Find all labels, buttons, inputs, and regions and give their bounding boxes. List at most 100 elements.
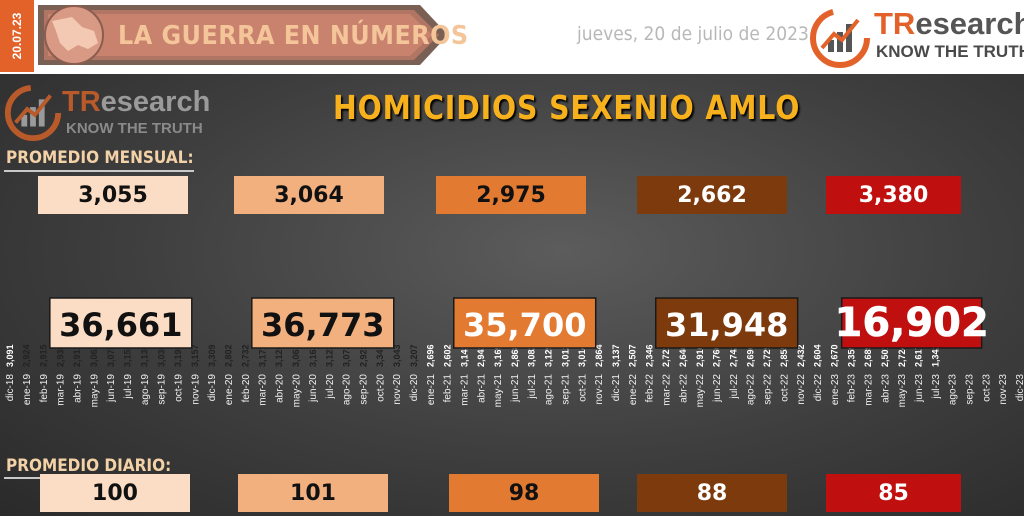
tick-nov-21: nov-21 [594, 374, 605, 405]
tick-dic-19: dic-19 [207, 374, 218, 402]
bar-value-nov-20: 3,043 [392, 344, 402, 367]
year-total-2021: 35,700 [453, 297, 597, 349]
bar-value-feb-21: 2,602 [442, 344, 452, 367]
tick-may-23: may-23 [897, 374, 908, 408]
header-strip: 20.07.23 LA GUERRA EN NÚMEROS jueves, 20… [0, 0, 1024, 72]
year-total-value-2023: 16,902 [834, 300, 988, 346]
panel-logo-tr: TR [62, 86, 101, 118]
monthly-average-2022: 2,662 [637, 176, 787, 214]
monthly-average-label: PROMEDIO MENSUAL: [6, 148, 194, 168]
bar-value-dic-19: 3,309 [207, 344, 217, 367]
bar-value-ene-19: 2,924 [22, 344, 32, 367]
bar-value-dic-22: 2,604 [813, 344, 823, 367]
tick-mar-20: mar-20 [258, 374, 269, 406]
tick-mar-21: mar-21 [460, 374, 471, 406]
bar-value-nov-21: 2,864 [594, 344, 604, 367]
logo-tagline: KNOW THE TRUTH [876, 42, 1024, 61]
tick-ago-21: ago-21 [544, 374, 555, 406]
bar-value-ago-22: 2,690 [745, 344, 755, 367]
tick-ago-19: ago-19 [140, 374, 151, 406]
bar-value-abr-23: 2,501 [880, 344, 890, 367]
monthly-average-2021: 2,975 [436, 176, 586, 214]
tick-jun-21: jun-21 [510, 374, 521, 403]
tick-may-21: may-21 [493, 374, 504, 408]
year-total-value-2019: 36,661 [59, 306, 182, 344]
tick-may-20: may-20 [291, 374, 302, 408]
bar-value-jun-23: 2,617 [914, 344, 924, 367]
bar-value-jul-20: 3,123 [325, 344, 335, 367]
banner-title: LA GUERRA EN NÚMEROS [118, 21, 469, 51]
tick-abr-20: abr-20 [274, 374, 285, 403]
bar-value-feb-23: 2,359 [846, 344, 856, 367]
bar-value-feb-19: 2,915 [39, 344, 49, 367]
tresearch-logo-icon [810, 8, 870, 68]
panel-logo-icon [4, 84, 62, 142]
tick-jul-19: jul-19 [123, 374, 134, 400]
daily-average-label: PROMEDIO DIARIO: [6, 456, 172, 476]
bar-value-sep-21: 3,012 [560, 344, 570, 367]
bar-value-jul-19: 3,155 [123, 344, 133, 367]
tick-nov-22: nov-22 [796, 374, 807, 405]
bar-value-dic-21: 3,137 [611, 344, 621, 367]
tick-abr-21: abr-21 [476, 374, 487, 403]
bar-value-ene-22: 2,507 [628, 344, 638, 367]
bar-value-ene-20: 2,802 [224, 344, 234, 367]
year-total-value-2021: 35,700 [463, 306, 586, 344]
tick-abr-23: abr-23 [880, 374, 891, 403]
year-total-2023: 16,902 [834, 297, 989, 349]
tick-abr-22: abr-22 [678, 374, 689, 403]
title-banner [38, 5, 448, 65]
tick-dic-21: dic-21 [611, 374, 622, 402]
monthly-average-2019: 3,055 [38, 176, 188, 214]
tick-ago-23: ago-23 [948, 374, 959, 406]
bar-value-abr-20: 3,126 [274, 344, 284, 367]
tick-feb-22: feb-22 [645, 374, 656, 403]
tick-feb-20: feb-20 [241, 374, 252, 403]
tick-sep-22: sep-22 [762, 374, 773, 405]
tick-dic-18: dic-18 [5, 374, 16, 402]
tick-jul-21: jul-21 [527, 374, 538, 400]
tresearch-logo: TResearch KNOW THE TRUTH [808, 4, 1024, 68]
tick-ene-19: ene-19 [22, 374, 33, 406]
main-panel: TResearch KNOW THE TRUTH HOMICIDIOS SEXE… [0, 74, 1024, 516]
tick-dic-22: dic-22 [813, 374, 824, 402]
tick-ago-20: ago-20 [342, 374, 353, 406]
tick-feb-23: feb-23 [847, 374, 858, 403]
panel-logo-rest: esearch [100, 86, 211, 118]
bar-value-sep-20: 2,923 [358, 344, 368, 367]
daily-average-2023: 85 [826, 474, 961, 512]
bar-value-nov-22: 2,432 [796, 344, 806, 367]
bar-value-jun-20: 3,163 [308, 344, 318, 367]
bar-value-jun-21: 2,868 [510, 344, 520, 367]
tick-jul-23: jul-23 [931, 374, 942, 400]
bar-value-nov-19: 3,157 [190, 344, 200, 367]
tick-jul-20: jul-20 [325, 374, 336, 400]
chart-title: HOMICIDIOS SEXENIO AMLO [333, 88, 801, 127]
tick-abr-19: abr-19 [72, 374, 83, 403]
daily-average-2020: 101 [238, 474, 388, 512]
tick-feb-19: feb-19 [39, 374, 50, 403]
tick-may-19: may-19 [89, 374, 100, 408]
bar-value-may-19: 3,062 [89, 344, 99, 367]
bar-value-feb-22: 2,346 [644, 344, 654, 367]
date-tab: 20.07.23 [0, 0, 34, 72]
bar-value-oct-20: 3,347 [375, 344, 385, 367]
bar-value-jul-23: 1,342 [931, 344, 941, 367]
tick-sep-23: sep-23 [964, 374, 975, 405]
year-total-value-2022: 31,948 [665, 306, 788, 344]
panel-logo-tagline: KNOW THE TRUTH [66, 120, 203, 137]
year-total-2019: 36,661 [49, 297, 193, 349]
tick-oct-20: oct-20 [375, 374, 386, 402]
tick-jun-19: jun-19 [106, 374, 117, 403]
tick-mar-22: mar-22 [662, 374, 673, 406]
bar-value-sep-22: 2,729 [762, 344, 772, 367]
monthly-average-2023: 3,380 [826, 176, 961, 214]
bar-value-may-23: 2,724 [897, 344, 907, 367]
bar-value-sep-19: 3,036 [156, 344, 166, 367]
bar-value-oct-22: 2,855 [779, 344, 789, 367]
tick-mar-19: mar-19 [56, 374, 67, 406]
tick-sep-19: sep-19 [157, 374, 168, 405]
bar-value-may-21: 3,169 [493, 344, 503, 367]
mexico-map-icon [44, 5, 104, 65]
header-date: jueves, 20 de julio de 2023 [577, 23, 809, 45]
